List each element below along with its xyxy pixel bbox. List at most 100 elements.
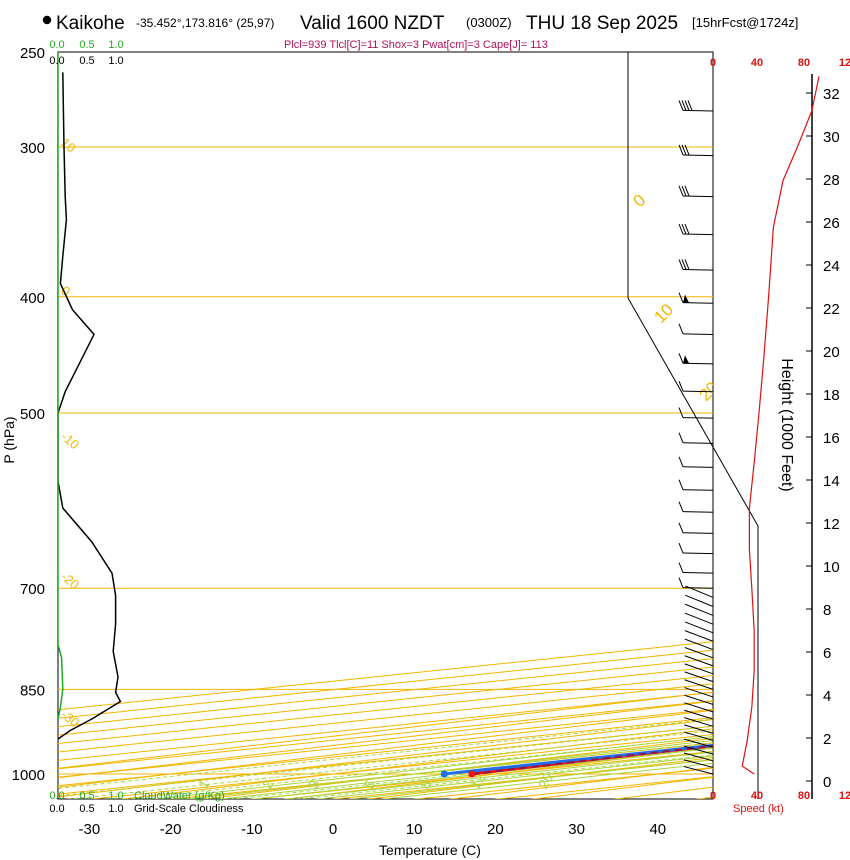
wind-barb-staff: [684, 709, 714, 720]
wind-barb: [684, 724, 714, 734]
height-tick-label: 0: [823, 774, 831, 791]
wind-barb: [678, 542, 714, 555]
wind-barb-feather: [681, 223, 687, 235]
wind-panel-edge: [627, 52, 759, 799]
dry-adiabat-0: [119, 728, 713, 799]
wind-barb: [678, 100, 714, 112]
wind-barb-staff: [682, 532, 714, 534]
height-tick-label: 20: [823, 344, 840, 361]
isotherm-label: 0: [629, 191, 649, 211]
y-tick-label: 700: [20, 581, 45, 598]
valid-date: THU 18 Sep 2025: [526, 13, 678, 34]
wind-barb: [678, 456, 714, 468]
y-tick-label: 400: [20, 290, 45, 307]
wind-barb-feather: [678, 577, 684, 588]
wind-barb-staff: [682, 466, 714, 468]
height-tick-label: 30: [823, 129, 840, 146]
isotherm--80: [58, 666, 713, 736]
wind-barb: [683, 738, 714, 748]
wind-barb-staff: [684, 687, 714, 698]
x-tick-label: 10: [406, 821, 423, 838]
wind-barb: [684, 612, 714, 625]
cloudwater-tick-bottom: 0.0: [49, 790, 64, 802]
speed-profile: [741, 76, 820, 775]
wind-barb-staff: [682, 362, 714, 365]
cloudwater-tick-bottom: 0.5: [79, 790, 94, 802]
stability-indices: Plcl=939 Tlcl[C]=11 Shox=3 Pwat[cm]=3 Ca…: [284, 39, 548, 51]
wind-barb-pennant: [683, 355, 690, 364]
wind-barb-staff: [683, 752, 714, 762]
wind-barb: [678, 185, 714, 198]
dry-adiabat-60: [613, 786, 713, 799]
height-tick-label: 18: [823, 387, 840, 404]
height-tick-label: 12: [823, 516, 840, 533]
isotherm--100: [58, 649, 713, 719]
dry-adiabat--10: [58, 719, 713, 798]
cloudwater-tick-top: 1.0: [108, 39, 123, 51]
dry-adiabat--30: [58, 700, 713, 779]
wind-barb-staff: [684, 663, 714, 675]
wind-barb-feather: [684, 144, 690, 156]
wind-barb-staff: [682, 233, 714, 236]
speed-tick-top: 40: [751, 57, 763, 69]
wind-barb-staff: [682, 552, 714, 555]
height-tick-label: 24: [823, 258, 840, 275]
wind-barb: [678, 407, 714, 419]
mixing-ratio-5: [124, 736, 713, 799]
x-tick-label: -10: [241, 821, 263, 838]
cloudiness-title: Grid-Scale Cloudiness: [134, 803, 244, 815]
isotherm--70: [58, 674, 713, 745]
wind-barb-feather: [681, 144, 687, 156]
wind-barb: [683, 745, 714, 755]
wind-barb-feather: [678, 479, 684, 490]
wind-barb-feather: [678, 323, 684, 335]
wind-barb: [684, 621, 714, 634]
isotherm--10: [58, 725, 713, 795]
cloudiness-tick-top: 0.0: [49, 55, 64, 67]
isotherm--90: [58, 658, 713, 728]
wind-barb: [678, 562, 714, 574]
wind-barb: [684, 663, 714, 675]
wind-barb-feather: [678, 456, 684, 467]
wind-barb: [678, 479, 714, 491]
wind-barb-feather: [678, 542, 684, 554]
wind-barb: [678, 223, 714, 236]
wind-barb: [684, 731, 714, 741]
wind-barb-feather: [678, 100, 684, 111]
wind-barb-staff: [682, 417, 714, 419]
isotherm-label: 30: [733, 458, 760, 485]
wind-barb-feather: [678, 292, 684, 303]
wind-barb: [684, 647, 714, 659]
dry-adiabat-20: [284, 747, 713, 799]
wind-barb: [683, 766, 714, 775]
wind-barb-feather: [684, 100, 690, 111]
speed-tick-bottom: 0: [710, 790, 716, 802]
wind-barb: [685, 594, 714, 607]
cloudiness-tick-top: 1.0: [108, 55, 123, 67]
x-tick-label: 20: [487, 821, 504, 838]
dry-adiabat--20: [58, 709, 713, 788]
wind-barb: [683, 752, 714, 762]
isotherm-label: 10: [650, 300, 677, 327]
wind-barb-feather: [681, 185, 687, 197]
wind-barb: [678, 144, 714, 157]
speed-tick-top: 12: [839, 57, 850, 69]
wind-barb: [678, 432, 714, 444]
height-tick-label: 4: [823, 688, 831, 705]
wind-barb: [678, 501, 714, 513]
wind-barb-staff: [682, 442, 714, 444]
wind-barb-staff: [685, 594, 714, 607]
surface-dewpoint-marker: [440, 770, 448, 778]
x-tick-label: 30: [568, 821, 585, 838]
x-tick-label: -20: [160, 821, 182, 838]
wind-barb-staff: [684, 731, 714, 741]
mixing-ratio-label: 20: [535, 770, 557, 792]
isotherm--20: [58, 717, 713, 787]
y-tick-label: 1000: [12, 767, 45, 784]
cloudiness-tick-bottom: 0.0: [49, 803, 64, 815]
wind-barb-staff: [684, 702, 714, 713]
speed-tick-top: 80: [798, 57, 810, 69]
height-tick-label: 2: [823, 731, 831, 748]
wind-barb: [684, 687, 714, 698]
wind-barb: [678, 353, 714, 365]
